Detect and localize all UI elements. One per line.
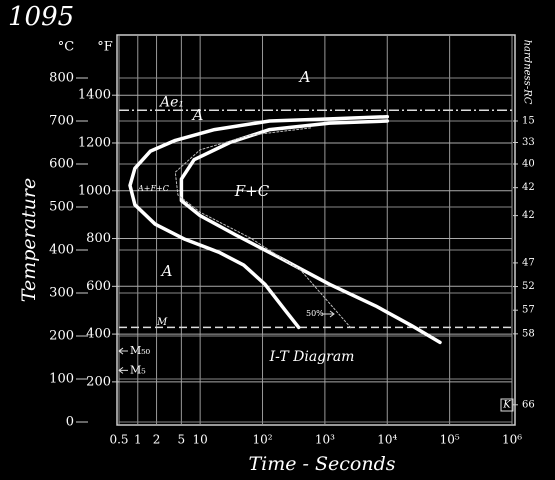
annotation: F+C <box>234 182 270 200</box>
marker-arrow <box>118 347 128 355</box>
y-tick-label: 700 <box>49 114 74 129</box>
label-arrow <box>322 310 335 318</box>
y-tick-label: 800 <box>49 71 74 86</box>
annotation: A <box>160 262 173 280</box>
y2-tick-label: 200 <box>86 374 111 389</box>
hardness-label: 40 <box>522 159 535 170</box>
x-tick-label: 0.5 <box>109 433 128 447</box>
y-tick-label: 400 <box>49 243 74 258</box>
curve <box>179 119 442 345</box>
hardness-label: 58 <box>522 328 535 339</box>
annotation: A <box>191 106 204 124</box>
hardness-label: 42 <box>522 210 535 221</box>
y-tick-label: 0 <box>66 415 74 430</box>
chart-title: 1095 <box>8 2 74 32</box>
hardness-label: 42 <box>522 182 535 193</box>
reference-label: Ae₁ <box>158 94 184 110</box>
y2-tick-label: 1400 <box>78 88 111 103</box>
x-axis-label: Time - Seconds <box>249 453 396 475</box>
x-tick-label: 5 <box>178 433 186 447</box>
x-tick-label: 10⁶ <box>502 433 522 447</box>
annotation: I-T Diagram <box>269 349 355 365</box>
x-tick-label: 10⁵ <box>440 433 460 447</box>
x-tick-label: 10⁴ <box>377 433 397 447</box>
hardness-label: 52 <box>522 281 535 292</box>
curve <box>174 127 352 329</box>
hardness-label: 33 <box>522 137 535 148</box>
y2-tick-label: 600 <box>86 279 111 294</box>
reference-label: M <box>156 317 168 328</box>
hardness-label: 57 <box>522 305 535 316</box>
x-tick-label: 10² <box>252 433 272 447</box>
y-axis-label: Temperature <box>18 178 40 302</box>
y2-tick-label: 1200 <box>78 135 111 150</box>
y2-tick-label: 800 <box>86 231 111 246</box>
series-label: 50% <box>306 309 324 318</box>
hardness-label: hardness-RC <box>522 40 533 105</box>
y-tick-label: 600 <box>49 157 74 172</box>
marker-label: M₅₀ <box>130 344 151 357</box>
y-tick-label: 100 <box>49 372 74 387</box>
annotation: A <box>298 68 311 86</box>
y-unit: °C <box>58 40 75 55</box>
x-tick-label: 10 <box>193 433 208 447</box>
y-tick-label: 200 <box>49 329 74 344</box>
y2-tick-label: 400 <box>86 327 111 342</box>
y-tick-label: 500 <box>49 200 74 215</box>
x-tick-label: 10³ <box>315 433 335 447</box>
curve <box>128 114 390 330</box>
marker-arrow <box>118 367 128 374</box>
marker-label: M₅ <box>130 363 146 376</box>
plot-frame <box>116 34 516 426</box>
hardness-label: 47 <box>522 257 535 268</box>
y2-tick-label: 1000 <box>78 183 111 198</box>
annotation-box <box>500 398 514 412</box>
y-tick-label: 300 <box>49 286 74 301</box>
annotation: K <box>502 400 511 411</box>
y2-unit: °F <box>97 40 113 55</box>
annotation: A+F+C <box>137 184 169 193</box>
hardness-label: 66 <box>522 399 535 410</box>
x-tick-label: 2 <box>153 433 161 447</box>
hardness-label: 15 <box>522 116 535 127</box>
x-tick-label: 1 <box>134 433 142 447</box>
